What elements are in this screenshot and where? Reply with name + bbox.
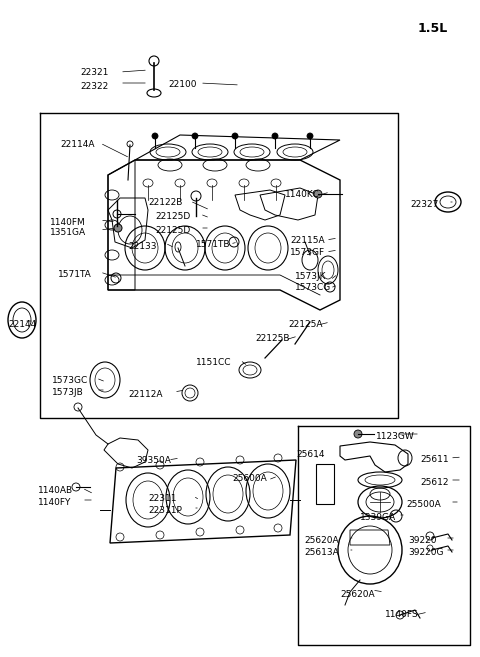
Text: 25612: 25612: [420, 478, 448, 487]
Text: 22311: 22311: [148, 494, 177, 503]
Text: 1140FM: 1140FM: [50, 218, 86, 227]
Text: 1571TA: 1571TA: [58, 270, 92, 279]
Text: 22115A: 22115A: [290, 236, 324, 245]
Text: 1140KC: 1140KC: [285, 190, 320, 199]
Text: 25620A: 25620A: [340, 590, 374, 599]
Text: 22321: 22321: [80, 68, 108, 77]
Text: 39220: 39220: [408, 536, 436, 545]
Text: 22133: 22133: [128, 242, 156, 251]
Text: 22327: 22327: [410, 200, 438, 209]
Text: 1151CC: 1151CC: [196, 358, 231, 367]
Text: 22311P: 22311P: [148, 506, 182, 515]
Circle shape: [114, 224, 122, 232]
Text: 25500A: 25500A: [406, 500, 441, 509]
Text: 22144: 22144: [8, 320, 36, 329]
Text: 25611: 25611: [420, 455, 449, 464]
Circle shape: [232, 133, 238, 139]
Text: 22125D: 22125D: [155, 212, 190, 221]
Text: 1573CG: 1573CG: [295, 283, 331, 292]
Text: 25613A: 25613A: [304, 548, 339, 557]
Text: 1573JB: 1573JB: [52, 388, 84, 397]
Text: 22100: 22100: [168, 80, 196, 89]
Text: 1571TB: 1571TB: [196, 240, 230, 249]
Text: 1573GC: 1573GC: [52, 376, 88, 385]
Text: 25620A: 25620A: [304, 536, 338, 545]
Text: 22112A: 22112A: [128, 390, 163, 399]
Text: 25600A: 25600A: [232, 474, 267, 483]
Circle shape: [314, 190, 322, 198]
Text: 1123GW: 1123GW: [376, 432, 415, 441]
Text: 1573GF: 1573GF: [290, 248, 325, 257]
Text: 39350A: 39350A: [136, 456, 171, 465]
Text: 22125D: 22125D: [155, 226, 190, 235]
Text: 1351GA: 1351GA: [50, 228, 86, 237]
Text: 1339GA: 1339GA: [360, 513, 396, 522]
Circle shape: [354, 430, 362, 438]
Text: 1140FS: 1140FS: [385, 610, 419, 619]
Text: 1140FY: 1140FY: [38, 498, 72, 507]
Text: 1573JK: 1573JK: [295, 272, 326, 281]
Text: 1140AB: 1140AB: [38, 486, 73, 495]
Text: 22122B: 22122B: [148, 198, 182, 207]
Text: 39220G: 39220G: [408, 548, 444, 557]
Text: 22125A: 22125A: [288, 320, 323, 329]
Circle shape: [307, 133, 313, 139]
Circle shape: [192, 133, 198, 139]
Text: 22114A: 22114A: [60, 140, 95, 149]
Text: 22322: 22322: [80, 82, 108, 91]
Text: 22125B: 22125B: [255, 334, 289, 343]
Circle shape: [152, 133, 158, 139]
Text: 1.5L: 1.5L: [418, 22, 448, 35]
Bar: [316, 464, 334, 504]
Circle shape: [272, 133, 278, 139]
Text: 25614: 25614: [296, 450, 324, 459]
